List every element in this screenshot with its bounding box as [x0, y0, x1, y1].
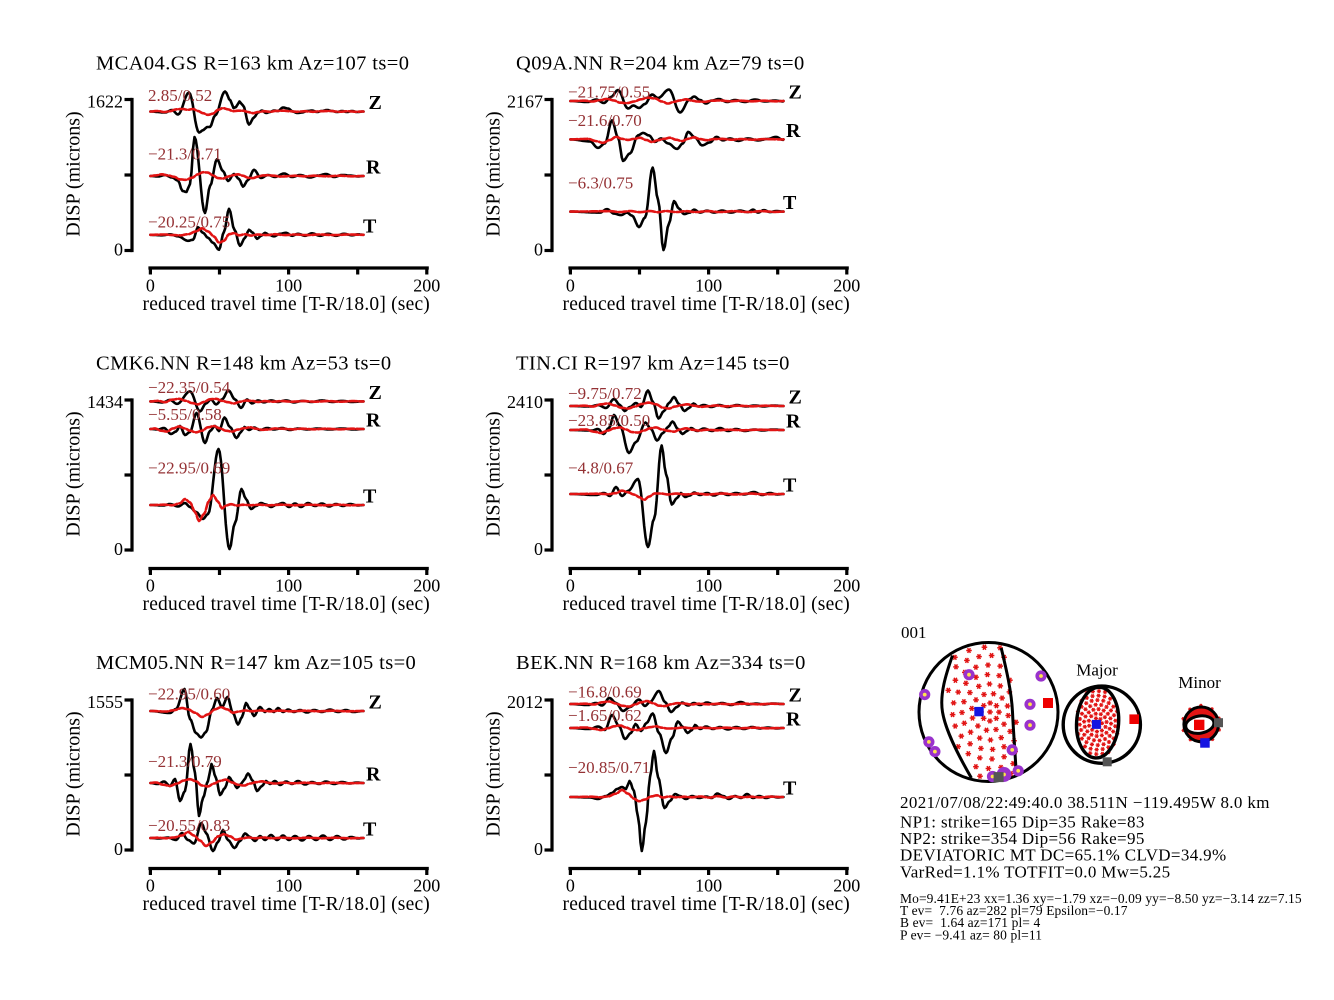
svg-text:T: T: [783, 192, 797, 214]
svg-text:0: 0: [114, 839, 123, 859]
svg-text:Z: Z: [369, 692, 382, 714]
svg-text:0: 0: [114, 539, 123, 559]
svg-text:CMK6.NN R=148 km Az=53 ts=0: CMK6.NN R=148 km Az=53 ts=0: [96, 353, 392, 375]
svg-text:1555: 1555: [87, 692, 123, 712]
svg-text:2012: 2012: [507, 692, 543, 712]
svg-text:MCM05.NN R=147 km Az=105 ts=0: MCM05.NN R=147 km Az=105 ts=0: [96, 652, 416, 674]
svg-text:−21.6/0.70: −21.6/0.70: [568, 111, 642, 130]
svg-text:Mo=9.41E+23 xx=1.36 xy=−1.79 x: Mo=9.41E+23 xx=1.36 xy=−1.79 xz=−0.09 yy…: [900, 891, 1302, 906]
svg-text:R: R: [366, 410, 381, 432]
svg-text:0: 0: [534, 539, 543, 559]
svg-text:200: 200: [833, 576, 860, 596]
svg-text:T: T: [363, 486, 377, 508]
svg-text:0: 0: [146, 276, 155, 296]
svg-text:−1.65/0.62: −1.65/0.62: [568, 706, 642, 725]
svg-text:R: R: [786, 120, 801, 142]
svg-text:100: 100: [275, 276, 302, 296]
svg-text:NP2: strike=354 Dip=56 Rake=95: NP2: strike=354 Dip=56 Rake=95: [900, 829, 1145, 848]
svg-text:T: T: [363, 215, 377, 237]
svg-text:0: 0: [114, 240, 123, 260]
svg-text:−22.35/0.54: −22.35/0.54: [148, 378, 231, 397]
svg-text:NP1: strike=165 Dip=35 Rake=83: NP1: strike=165 Dip=35 Rake=83: [900, 813, 1145, 832]
svg-text:Z: Z: [789, 685, 802, 707]
svg-text:200: 200: [413, 876, 440, 896]
svg-text:reduced travel time [T-R/18.0]: reduced travel time [T-R/18.0] (sec): [563, 594, 851, 615]
svg-text:200: 200: [413, 276, 440, 296]
svg-text:Z: Z: [369, 382, 382, 404]
svg-text:Major: Major: [1076, 661, 1118, 680]
svg-text:1622: 1622: [87, 92, 123, 112]
svg-text:−21.75/0.55: −21.75/0.55: [568, 82, 650, 101]
svg-text:−20.25/0.75: −20.25/0.75: [148, 213, 230, 232]
svg-text:−4.8/0.67: −4.8/0.67: [568, 459, 634, 478]
svg-text:2167: 2167: [507, 92, 543, 112]
svg-text:200: 200: [833, 876, 860, 896]
svg-text:T ev= 7.76 az=282 pl=79 Epsil: T ev= 7.76 az=282 pl=79 Epsilon=−0.17: [900, 903, 1128, 918]
svg-text:0: 0: [146, 876, 155, 896]
svg-text:100: 100: [695, 876, 722, 896]
svg-text:P ev= −9.41 az= 80 pl=11: P ev= −9.41 az= 80 pl=11: [900, 928, 1042, 943]
svg-text:−22.95/0.60: −22.95/0.60: [148, 684, 230, 703]
svg-text:reduced travel time [T-R/18.0]: reduced travel time [T-R/18.0] (sec): [143, 894, 431, 915]
svg-text:Q09A.NN R=204 km Az=79 ts=0: Q09A.NN R=204 km Az=79 ts=0: [516, 53, 805, 75]
svg-text:DISP (microns): DISP (microns): [483, 111, 505, 236]
svg-text:Z: Z: [369, 92, 382, 114]
svg-text:1434: 1434: [87, 392, 123, 412]
svg-text:−22.95/0.69: −22.95/0.69: [148, 459, 230, 478]
svg-text:reduced travel time [T-R/18.0]: reduced travel time [T-R/18.0] (sec): [563, 894, 851, 915]
svg-text:200: 200: [413, 576, 440, 596]
svg-text:T: T: [783, 475, 797, 497]
svg-text:reduced travel time [T-R/18.0]: reduced travel time [T-R/18.0] (sec): [143, 294, 431, 315]
svg-text:Z: Z: [789, 82, 802, 104]
svg-text:T: T: [783, 778, 797, 800]
svg-text:T: T: [363, 819, 377, 841]
svg-text:−23.85/0.50: −23.85/0.50: [568, 411, 650, 430]
svg-text:−20.55/0.83: −20.55/0.83: [148, 816, 230, 835]
svg-text:2410: 2410: [507, 392, 543, 412]
svg-text:R: R: [366, 764, 381, 786]
svg-text:−9.75/0.72: −9.75/0.72: [568, 384, 642, 403]
svg-text:100: 100: [275, 576, 302, 596]
svg-text:DISP (microns): DISP (microns): [63, 711, 85, 836]
svg-text:0: 0: [566, 876, 575, 896]
svg-text:DISP (microns): DISP (microns): [483, 711, 505, 836]
svg-text:reduced travel time [T-R/18.0]: reduced travel time [T-R/18.0] (sec): [143, 594, 431, 615]
svg-text:100: 100: [695, 576, 722, 596]
svg-text:0: 0: [534, 839, 543, 859]
svg-text:B ev= 1.64 az=171 pl= 4: B ev= 1.64 az=171 pl= 4: [900, 915, 1040, 930]
svg-text:0: 0: [534, 240, 543, 260]
svg-text:reduced travel time [T-R/18.0]: reduced travel time [T-R/18.0] (sec): [563, 294, 851, 315]
svg-text:MCA04.GS R=163 km Az=107 ts=0: MCA04.GS R=163 km Az=107 ts=0: [96, 53, 409, 75]
svg-text:−6.3/0.75: −6.3/0.75: [568, 174, 633, 193]
svg-text:R: R: [786, 411, 801, 433]
svg-text:R: R: [366, 157, 381, 179]
svg-text:0: 0: [566, 576, 575, 596]
svg-text:−21.3/0.71: −21.3/0.71: [148, 144, 222, 163]
svg-text:100: 100: [275, 876, 302, 896]
svg-text:DISP (microns): DISP (microns): [63, 111, 85, 236]
svg-text:BEK.NN R=168 km Az=334 ts=0: BEK.NN R=168 km Az=334 ts=0: [516, 652, 806, 674]
svg-text:TIN.CI R=197 km Az=145 ts=0: TIN.CI R=197 km Az=145 ts=0: [516, 353, 790, 375]
svg-text:2021/07/08/22:49:40.0 38.511N: 2021/07/08/22:49:40.0 38.511N −119.495W …: [900, 793, 1270, 812]
svg-text:Z: Z: [789, 387, 802, 409]
svg-text:DISP (microns): DISP (microns): [63, 411, 85, 536]
svg-text:200: 200: [833, 276, 860, 296]
svg-text:0: 0: [146, 576, 155, 596]
svg-text:DISP (microns): DISP (microns): [483, 411, 505, 536]
svg-text:VarRed=1.1% TOTFIT=0.0 Mw=5.25: VarRed=1.1% TOTFIT=0.0 Mw=5.25: [900, 863, 1170, 882]
svg-text:Minor: Minor: [1178, 673, 1221, 692]
svg-text:R: R: [786, 709, 801, 731]
svg-text:−20.85/0.71: −20.85/0.71: [568, 758, 650, 777]
svg-text:0: 0: [566, 276, 575, 296]
svg-text:−5.55/0.58: −5.55/0.58: [148, 405, 222, 424]
svg-text:001: 001: [901, 623, 927, 642]
svg-text:DEVIATORIC MT DC=65.1% CLVD=34: DEVIATORIC MT DC=65.1% CLVD=34.9%: [900, 846, 1227, 865]
svg-text:100: 100: [695, 276, 722, 296]
svg-text:−21.3/0.79: −21.3/0.79: [148, 752, 222, 771]
svg-text:2.85/0.52: 2.85/0.52: [148, 86, 212, 105]
svg-text:−16.8/0.69: −16.8/0.69: [568, 683, 642, 702]
